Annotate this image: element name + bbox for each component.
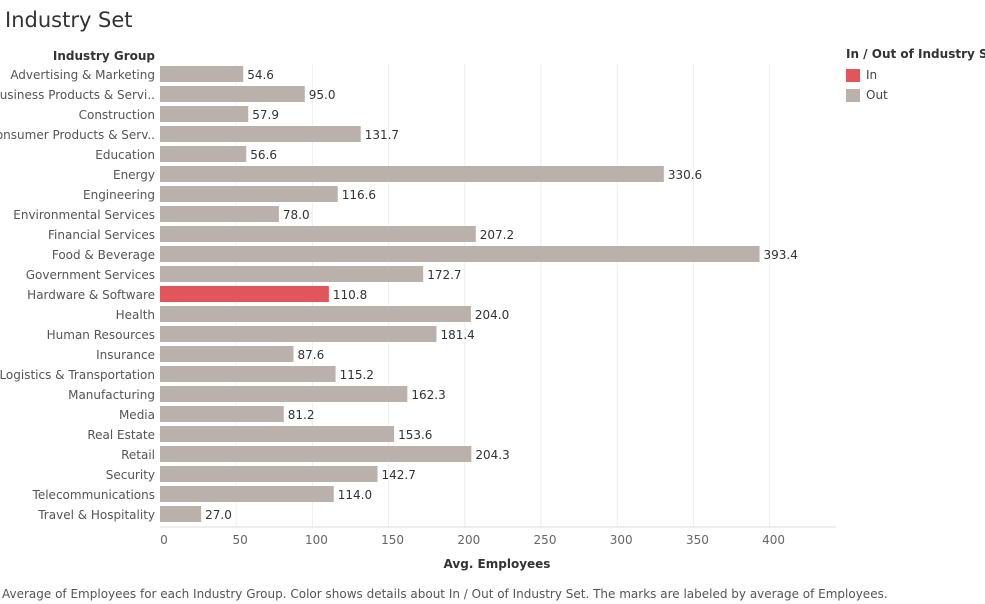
x-tick-label: 200: [457, 533, 480, 547]
category-label: Travel & Hospitality: [37, 508, 155, 522]
data-label: 181.4: [440, 328, 474, 342]
x-tick-label: 350: [686, 533, 709, 547]
data-label: 131.7: [365, 128, 399, 142]
category-label: Real Estate: [87, 428, 155, 442]
data-label: 116.6: [342, 188, 376, 202]
x-tick-label: 300: [610, 533, 633, 547]
legend-label-in: In: [866, 68, 878, 82]
category-label: Logistics & Transportation: [0, 368, 155, 382]
data-label: 204.3: [475, 448, 509, 462]
category-label: Financial Services: [48, 228, 155, 242]
bar[interactable]: [160, 346, 294, 362]
data-label: 393.4: [764, 248, 798, 262]
bar[interactable]: [160, 366, 336, 382]
bar[interactable]: [160, 166, 664, 182]
bar[interactable]: [160, 326, 437, 342]
data-label: 153.6: [398, 428, 432, 442]
page-title: Industry Set: [5, 8, 133, 32]
data-label: 172.7: [427, 268, 461, 282]
chart-caption: Average of Employees for each Industry G…: [2, 587, 888, 601]
data-label: 115.2: [340, 368, 374, 382]
legend-swatch-out: [846, 88, 860, 102]
x-tick-label: 100: [305, 533, 328, 547]
bar[interactable]: [160, 446, 472, 462]
bar[interactable]: [160, 206, 279, 222]
data-label: 54.6: [247, 68, 274, 82]
data-label: 162.3: [411, 388, 445, 402]
x-tick-label: 400: [762, 533, 785, 547]
category-label: Consumer Products & Serv..: [0, 128, 155, 142]
bar[interactable]: [160, 246, 760, 262]
bar[interactable]: [160, 426, 395, 442]
category-label: Health: [116, 308, 155, 322]
bar[interactable]: [160, 306, 471, 322]
category-label: Environmental Services: [13, 208, 155, 222]
data-label: 81.2: [288, 408, 315, 422]
legend-label-out: Out: [866, 88, 888, 102]
category-label: Manufacturing: [68, 388, 155, 402]
data-label: 330.6: [668, 168, 702, 182]
data-label: 110.8: [333, 288, 367, 302]
bars: Advertising & Marketing 54.6 Business Prod…: [0, 66, 798, 522]
category-label: Energy: [113, 168, 155, 182]
data-label: 95.0: [309, 88, 336, 102]
category-label: Insurance: [96, 348, 155, 362]
category-label: Education: [95, 148, 155, 162]
category-label: Engineering: [83, 188, 155, 202]
data-label: 27.0: [205, 508, 232, 522]
data-label: 87.6: [298, 348, 325, 362]
category-label: Security: [106, 468, 155, 482]
data-label: 204.0: [475, 308, 509, 322]
bar[interactable]: [160, 146, 247, 162]
legend-item-in[interactable]: In: [846, 65, 985, 85]
x-tick-label: 50: [233, 533, 248, 547]
bar[interactable]: [160, 386, 408, 402]
bar[interactable]: [160, 126, 361, 142]
legend-title: In / Out of Industry Set: [846, 47, 985, 61]
bar[interactable]: [160, 266, 424, 282]
bar[interactable]: [160, 226, 476, 242]
legend-item-out[interactable]: Out: [846, 85, 985, 105]
x-axis-title: Avg. Employees: [444, 557, 551, 571]
data-label: 207.2: [480, 228, 514, 242]
category-label: Hardware & Software: [27, 288, 155, 302]
category-label: Advertising & Marketing: [10, 68, 155, 82]
category-label: Media: [119, 408, 155, 422]
data-label: 56.6: [250, 148, 277, 162]
category-label: Food & Beverage: [52, 248, 155, 262]
category-label: Construction: [79, 108, 155, 122]
bar[interactable]: [160, 186, 338, 202]
legend-swatch-in: [846, 68, 860, 82]
data-label: 78.0: [283, 208, 310, 222]
category-label: Retail: [121, 448, 155, 462]
x-tick-label: 250: [534, 533, 557, 547]
category-label: Telecommunications: [32, 488, 155, 502]
x-tick-label: 150: [381, 533, 404, 547]
x-axis: 0 50 100 150 200 250 300 350 400: [160, 526, 836, 547]
data-label: 114.0: [338, 488, 372, 502]
x-tick-label: 0: [160, 533, 168, 547]
bar[interactable]: [160, 406, 284, 422]
category-label: Government Services: [26, 268, 155, 282]
category-label: Human Resources: [47, 328, 155, 342]
bar[interactable]: [160, 86, 305, 102]
legend: In / Out of Industry Set In Out: [846, 47, 985, 105]
category-label: Business Products & Servi..: [0, 88, 155, 102]
bar[interactable]: [160, 106, 249, 122]
bar[interactable]: [160, 466, 378, 482]
row-header-label: Industry Group: [53, 49, 155, 63]
bar[interactable]: [160, 66, 244, 82]
bar[interactable]: [160, 506, 202, 522]
data-label: 142.7: [381, 468, 415, 482]
data-label: 57.9: [252, 108, 279, 122]
bar[interactable]: [160, 286, 329, 302]
bar[interactable]: [160, 486, 334, 502]
